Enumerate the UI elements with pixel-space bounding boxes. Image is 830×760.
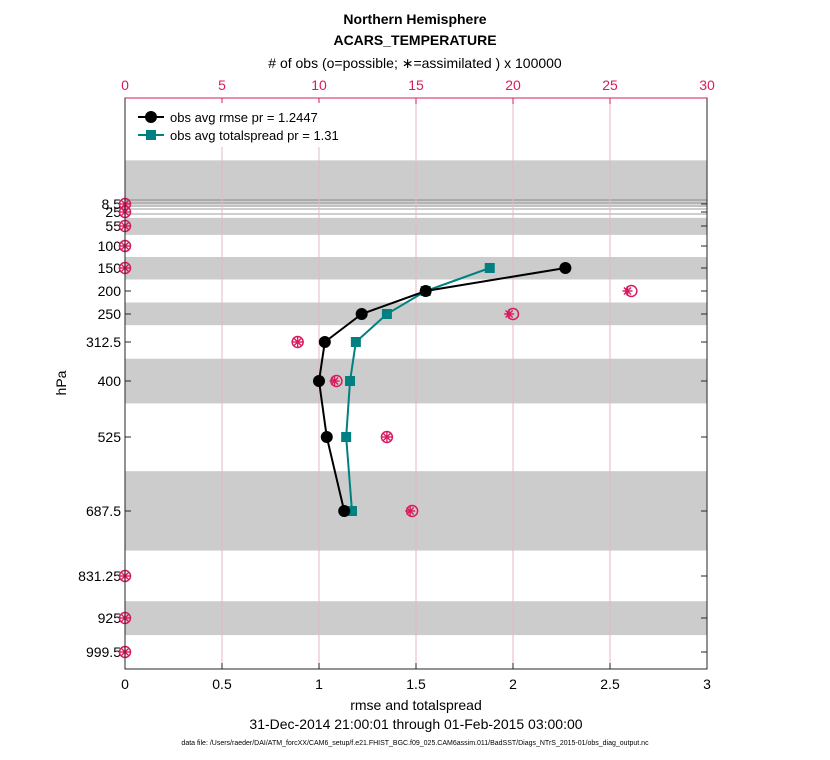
y-tick-label: 250 (98, 306, 122, 322)
obs-possible-marker (291, 335, 304, 349)
totalspread-point (341, 432, 352, 442)
totalspread-point (350, 337, 361, 347)
date-range: 31-Dec-2014 21:00:01 through 01-Feb-2015… (249, 716, 582, 732)
chart-subtitle: ACARS_TEMPERATURE (333, 32, 496, 48)
y-tick-label: 525 (98, 429, 122, 445)
rmse-point (320, 431, 333, 443)
legend-box (130, 103, 365, 147)
series-layer (313, 262, 572, 517)
chart-title: Northern Hemisphere (343, 11, 486, 27)
x-tick-label: 3 (703, 676, 711, 692)
x-tick-label: 2.5 (600, 676, 620, 692)
legend-rmse-label: obs avg rmse pr = 1.2447 (170, 110, 318, 125)
rmse-point (559, 262, 572, 274)
y-tick-label: 55 (105, 218, 121, 234)
x-tick-label: 1 (315, 676, 323, 692)
obs-assimilated-marker (504, 309, 515, 319)
legend-rmse-marker (145, 111, 157, 123)
obs-possible-marker (380, 430, 394, 444)
x-tick-label: 1.5 (406, 676, 426, 692)
x-axis-label: rmse and totalspread (350, 697, 482, 713)
y-axis-label: hPa (53, 370, 69, 395)
y-tick-label: 400 (98, 373, 122, 389)
rmse-point (338, 505, 351, 517)
obs-assimilated-marker (622, 286, 633, 296)
top-tick-label: 25 (602, 77, 618, 93)
y-tick-label: 831.25 (78, 568, 121, 584)
rmse-point (318, 336, 331, 348)
totalspread-point (345, 376, 356, 386)
y-tick-label: 687.5 (86, 503, 121, 519)
top-axis-ticks: 0 5 10 15 20 25 30 (121, 77, 715, 104)
totalspread-point (346, 506, 357, 516)
y-tick-label: 100 (98, 238, 122, 254)
x-tick-label: 0.5 (212, 676, 232, 692)
x-tick-label: 2 (509, 676, 517, 692)
x-tick-label: 0 (121, 676, 129, 692)
legend-spread-label: obs avg totalspread pr = 1.31 (170, 128, 339, 143)
rmse-point (313, 375, 325, 387)
top-tick-label: 10 (311, 77, 327, 93)
obs-assimilated-marker (405, 506, 416, 516)
rmse-point (355, 308, 368, 320)
top-tick-label: 5 (218, 77, 226, 93)
totalspread-point (484, 263, 495, 273)
obs-assimilated-marker (381, 432, 392, 442)
obs-assimilated-marker (292, 337, 303, 347)
y-tick-label: 999.5 (86, 644, 121, 660)
top-tick-label: 15 (408, 77, 424, 93)
legend: obs avg rmse pr = 1.2447 obs avg totalsp… (130, 103, 365, 147)
totalspread-point (381, 309, 392, 319)
y-tick-label: 8.5 (102, 196, 122, 212)
y-tick-label: 25 (105, 204, 121, 220)
obs-assimilated-marker (329, 376, 340, 386)
y-tick-label: 925 (98, 610, 122, 626)
data-file-path: data file: /Users/raeder/DAI/ATM_forcXX/… (181, 740, 649, 747)
top-axis-label: # of obs (o=possible; ∗=assimilated ) x … (268, 55, 562, 71)
top-tick-label: 20 (505, 77, 521, 93)
y-tick-label: 200 (98, 283, 122, 299)
top-tick-label: 0 (121, 77, 129, 93)
y-tick-label: 312.5 (86, 334, 121, 350)
top-tick-label: 30 (699, 77, 715, 93)
legend-spread-marker (146, 130, 156, 140)
y-tick-label: 150 (98, 260, 122, 276)
rmse-point (419, 285, 432, 297)
